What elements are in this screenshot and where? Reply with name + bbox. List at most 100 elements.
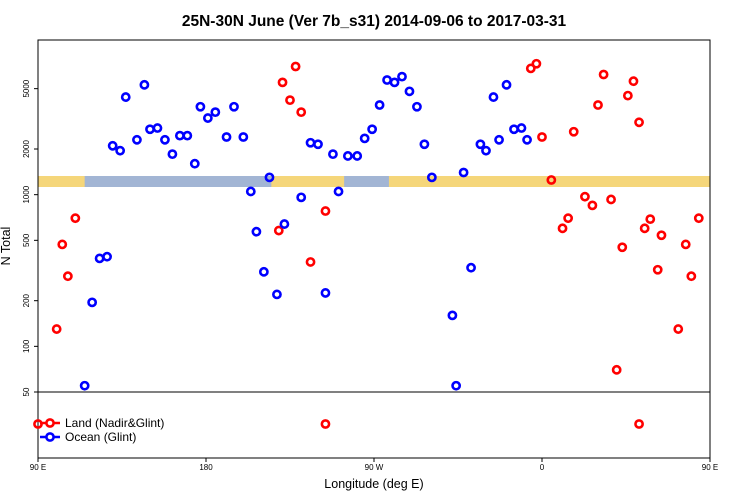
- ocean-point: [264, 172, 275, 183]
- series-ocean: [79, 71, 532, 391]
- ocean-point: [245, 186, 256, 197]
- ocean-point: [229, 101, 239, 112]
- ocean-point: [120, 92, 131, 102]
- land-point: [546, 175, 557, 185]
- y-tick-label: 2000: [22, 140, 31, 158]
- ocean-point: [160, 134, 170, 145]
- ocean-point: [328, 149, 338, 160]
- land-point: [537, 132, 547, 142]
- land-point: [531, 58, 542, 69]
- ocean-point: [238, 132, 249, 142]
- ocean-point: [367, 124, 378, 135]
- ocean-strip: [38, 176, 710, 187]
- ocean-point: [419, 139, 430, 150]
- x-tick-label: 180: [199, 463, 213, 472]
- ocean-point: [509, 124, 519, 135]
- land-point: [70, 213, 81, 224]
- land-strip-segment: [388, 176, 567, 187]
- land-point: [277, 77, 288, 88]
- ocean-point: [494, 134, 504, 145]
- legend-label: Land (Nadir&Glint): [65, 416, 164, 430]
- land-point: [557, 223, 568, 234]
- x-tick-label: 90 W: [365, 463, 384, 472]
- land-point: [598, 69, 609, 80]
- series-land: [33, 58, 704, 429]
- y-tick-label: 500: [22, 233, 31, 247]
- land-point: [320, 206, 331, 216]
- land-point: [680, 239, 691, 250]
- ocean-point: [359, 133, 370, 144]
- ocean-point: [488, 92, 499, 102]
- ocean-point: [152, 123, 163, 133]
- land-point: [622, 90, 633, 101]
- land-point: [568, 126, 579, 137]
- ocean-point: [481, 145, 491, 156]
- ocean-point: [305, 137, 316, 148]
- land-point: [656, 230, 667, 241]
- land-point: [634, 419, 644, 429]
- ocean-point: [195, 101, 206, 112]
- land-point: [285, 95, 295, 106]
- land-point: [606, 194, 616, 205]
- legend-label: Ocean (Glint): [65, 430, 136, 444]
- land-point: [525, 63, 536, 74]
- ocean-point: [333, 186, 344, 197]
- ocean-point: [320, 288, 331, 298]
- land-strip-segment: [560, 176, 710, 187]
- axes: 50 100 200 500 1000 2000 5000 90 E 180 90 W 0 90 E: [22, 39, 718, 472]
- land-point: [62, 271, 73, 282]
- land-point: [563, 213, 574, 224]
- legend-item: Ocean (Glint): [40, 430, 136, 444]
- land-point: [51, 324, 62, 334]
- y-tick-label: 50: [22, 387, 31, 396]
- ocean-point: [296, 192, 307, 203]
- ocean-point: [132, 134, 142, 145]
- ocean-point: [475, 139, 486, 150]
- y-tick-label: 1000: [22, 185, 31, 203]
- land-point: [673, 324, 684, 334]
- land-point: [273, 225, 284, 236]
- ocean-point: [272, 289, 282, 300]
- land-point: [634, 117, 644, 128]
- legend: Land (Nadir&Glint)Ocean (Glint): [40, 416, 164, 444]
- land-point: [593, 100, 603, 110]
- land-point: [652, 264, 663, 275]
- ocean-point: [382, 75, 392, 85]
- ocean-point: [404, 86, 415, 97]
- ocean-point: [189, 158, 200, 169]
- x-axis-label: Longitude (deg E): [324, 477, 423, 491]
- ocean-point: [522, 134, 532, 145]
- land-point: [57, 239, 68, 250]
- ocean-point: [466, 262, 476, 273]
- ocean-point: [115, 145, 126, 156]
- ocean-point: [87, 297, 98, 308]
- land-point: [693, 213, 704, 224]
- ocean-point: [447, 310, 458, 321]
- land-point: [611, 364, 622, 375]
- ocean-point: [412, 101, 422, 112]
- ocean-point: [174, 130, 185, 141]
- ocean-point: [313, 139, 323, 150]
- ocean-point: [389, 77, 400, 88]
- legend-marker: [45, 432, 55, 442]
- land-point: [580, 191, 590, 202]
- y-tick-label: 5000: [22, 79, 31, 97]
- land-strip-segment: [271, 176, 285, 187]
- land-point: [645, 214, 656, 225]
- legend-item: Land (Nadir&Glint): [40, 416, 164, 430]
- ocean-point: [182, 130, 193, 141]
- ocean-point: [221, 132, 232, 142]
- x-tick-label: 0: [540, 463, 545, 472]
- ocean-point: [458, 167, 469, 178]
- chart-title: 25N-30N June (Ver 7b_s31) 2014-09-06 to …: [182, 13, 567, 30]
- legend-marker: [45, 418, 55, 428]
- ocean-point: [279, 219, 290, 229]
- ocean-point: [145, 124, 155, 135]
- land-point: [639, 223, 650, 234]
- land-point: [628, 76, 639, 87]
- x-tick-label: 90 E: [30, 463, 46, 472]
- land-point: [296, 107, 307, 118]
- ocean-point: [516, 123, 527, 133]
- ocean-point: [251, 226, 262, 237]
- ocean-point: [501, 79, 512, 90]
